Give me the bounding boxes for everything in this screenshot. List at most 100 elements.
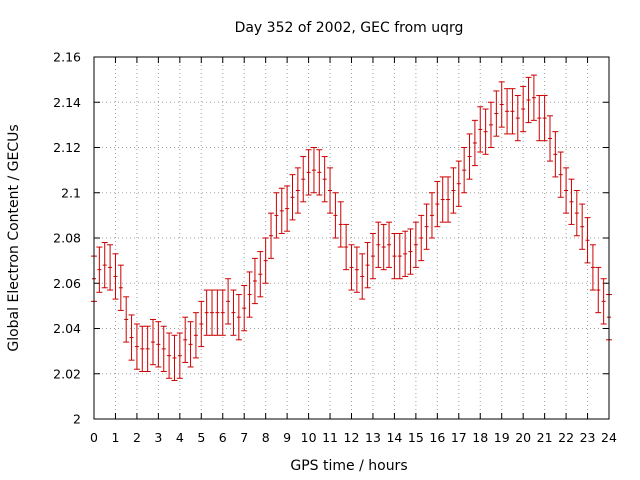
error-bar-point: [112, 253, 119, 300]
y-tick-label: 2.14: [53, 95, 81, 110]
error-bar-point: [294, 167, 301, 214]
x-tick-label: 18: [472, 430, 488, 445]
error-bar-point: [123, 296, 130, 343]
error-bar-point: [327, 167, 334, 214]
error-bar-point: [375, 221, 382, 268]
y-axis-title: Global Electron Content / GECUs: [6, 124, 22, 351]
error-bar-point: [101, 242, 108, 289]
error-bar-point: [310, 147, 317, 194]
error-bar-point: [498, 81, 505, 128]
y-axis: 2 2.02 2.04 2.06 2.08 2.1 2.12 2.14 2.16: [53, 50, 609, 427]
error-bar-point: [353, 246, 360, 293]
error-bar-point: [166, 332, 173, 379]
error-bar-point: [332, 192, 339, 239]
y-tick-label: 2.06: [53, 276, 81, 291]
error-bar-point: [428, 192, 435, 239]
error-bar-point: [96, 246, 103, 293]
error-bar-point: [568, 178, 575, 225]
x-tick-label: 4: [176, 430, 184, 445]
x-tick-label: 11: [322, 430, 338, 445]
error-bar-point: [176, 332, 183, 379]
error-bar-point: [198, 300, 205, 348]
error-bar-point: [450, 167, 457, 214]
y-tick-label: 2.16: [53, 50, 81, 65]
error-bar-point: [434, 180, 441, 228]
error-bar-point: [557, 151, 564, 198]
error-bar-point: [289, 174, 296, 221]
error-bar-point: [589, 244, 596, 291]
x-tick-label: 24: [601, 430, 617, 445]
error-bar-point: [203, 289, 210, 336]
error-bar-point: [171, 334, 178, 382]
error-bar-point: [445, 176, 452, 223]
x-tick-label: 14: [386, 430, 402, 445]
y-tick-label: 2.12: [53, 140, 81, 155]
error-bar-point: [348, 244, 355, 291]
error-bar-point: [230, 289, 237, 336]
error-bar-point: [573, 189, 580, 237]
x-tick-label: 19: [494, 430, 510, 445]
y-tick-label: 2: [73, 412, 81, 427]
error-bar-point: [391, 232, 398, 280]
x-tick-label: 16: [429, 430, 445, 445]
error-bar-point: [321, 156, 328, 203]
error-bar-point: [541, 94, 548, 142]
error-bar-point: [300, 156, 307, 203]
error-bar-point: [155, 321, 162, 368]
error-bar-point: [407, 228, 414, 275]
error-bar-point: [579, 203, 586, 250]
error-bar-point: [477, 106, 484, 153]
y-tick-label: 2.08: [53, 231, 81, 246]
error-bar-point: [552, 131, 559, 178]
error-bar-point: [386, 221, 393, 268]
error-bar-point: [418, 214, 425, 262]
error-bar-point: [525, 76, 532, 124]
error-bar-point: [504, 88, 511, 135]
error-bar-point: [482, 108, 489, 155]
error-bar-point: [461, 147, 468, 194]
error-bar-point: [262, 237, 269, 284]
y-tick-label: 2.1: [61, 185, 81, 200]
x-tick-label: 9: [283, 430, 291, 445]
error-bar-point: [455, 160, 462, 207]
chart-title: Day 352 of 2002, GEC from uqrg: [235, 20, 464, 36]
error-bar-point: [246, 271, 253, 318]
error-bar-point: [219, 289, 226, 336]
grid: [94, 57, 609, 419]
error-bar-point: [487, 101, 494, 148]
error-bar-point: [509, 88, 516, 135]
x-tick-label: 20: [515, 430, 531, 445]
error-bar-point: [439, 176, 446, 223]
error-bar-point: [144, 325, 151, 372]
x-tick-label: 6: [219, 430, 227, 445]
error-bar-point: [133, 323, 140, 370]
x-axis: 0 1 2 3 4 5 6 7 8 9 10 11 12 13 14 15 16 17 18 19 20 21 22 23 24: [90, 57, 617, 445]
y-tick-label: 2.04: [53, 321, 81, 336]
x-tick-label: 23: [580, 430, 596, 445]
error-bar-point: [235, 294, 242, 341]
error-bar-point: [107, 244, 114, 291]
error-bar-point: [278, 187, 285, 234]
error-bar-point: [471, 119, 478, 167]
error-bar-point: [139, 325, 146, 372]
error-bar-point: [128, 314, 135, 361]
error-bar-point: [369, 232, 376, 280]
error-bar-point: [273, 192, 280, 239]
error-bar-point: [209, 289, 216, 336]
x-tick-label: 12: [344, 430, 360, 445]
x-tick-label: 13: [365, 430, 381, 445]
x-tick-label: 8: [262, 430, 270, 445]
error-bar-point: [182, 316, 189, 363]
error-bar-point: [343, 223, 350, 271]
error-bar-point: [595, 266, 602, 314]
error-bar-point: [359, 253, 366, 300]
x-tick-label: 7: [240, 430, 248, 445]
error-bar-point: [284, 185, 291, 232]
error-bar-point: [536, 94, 543, 142]
x-axis-title: GPS time / hours: [290, 458, 407, 474]
error-bar-point: [187, 321, 194, 368]
x-tick-label: 17: [451, 430, 467, 445]
plot-frame: [93, 56, 610, 420]
series-gec: [91, 74, 612, 382]
